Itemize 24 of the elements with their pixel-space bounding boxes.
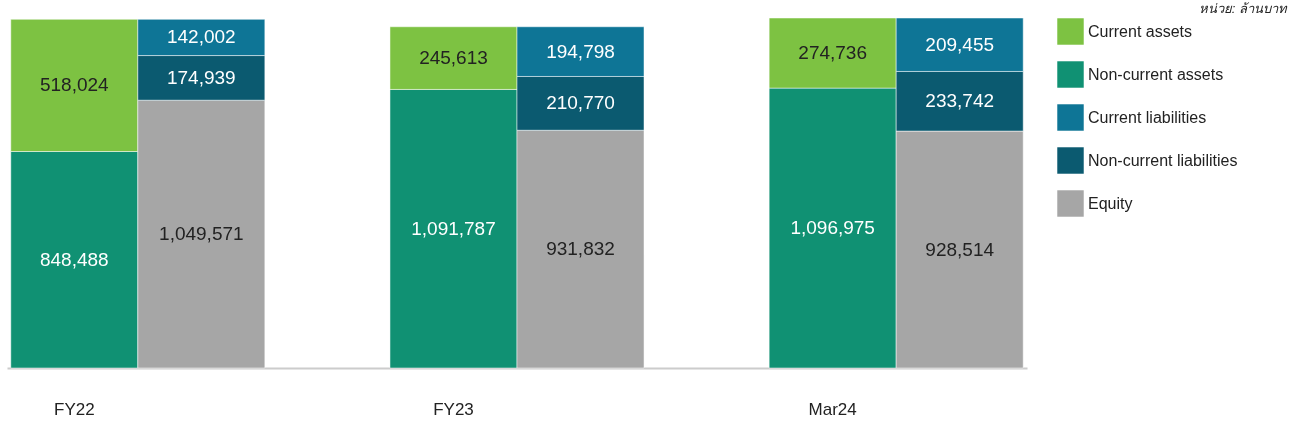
data-label: 1,096,975	[790, 217, 875, 239]
data-label: 928,514	[925, 238, 995, 260]
data-label: 848,488	[39, 248, 109, 270]
legend-label: Non-current assets	[1088, 65, 1224, 83]
data-label: 931,832	[546, 238, 615, 260]
data-label: 245,613	[419, 47, 488, 69]
data-label: 142,002	[166, 26, 236, 48]
legend-label: Equity	[1088, 194, 1133, 212]
data-label: 1,049,571	[159, 223, 244, 245]
data-label: 174,939	[166, 66, 236, 88]
legend-label: Current assets	[1088, 22, 1193, 40]
data-label: 274,736	[798, 42, 868, 64]
data-label: 1,091,787	[411, 217, 496, 239]
data-label: 194,798	[546, 40, 615, 62]
legend-label: Non-current liabilities	[1088, 151, 1238, 169]
legend-label: Current liabilities	[1088, 108, 1207, 126]
data-label: 233,742	[925, 90, 995, 112]
data-label: 209,455	[925, 33, 995, 55]
text: หน่วย: ล้านบาท	[1198, 0, 1288, 16]
data-label: 210,770	[546, 92, 615, 114]
x-tick-label: FY23	[433, 400, 474, 419]
x-tick-label: FY22	[53, 400, 95, 419]
x-tick-label: Mar24	[808, 400, 857, 419]
data-label: 518,024	[39, 74, 110, 96]
